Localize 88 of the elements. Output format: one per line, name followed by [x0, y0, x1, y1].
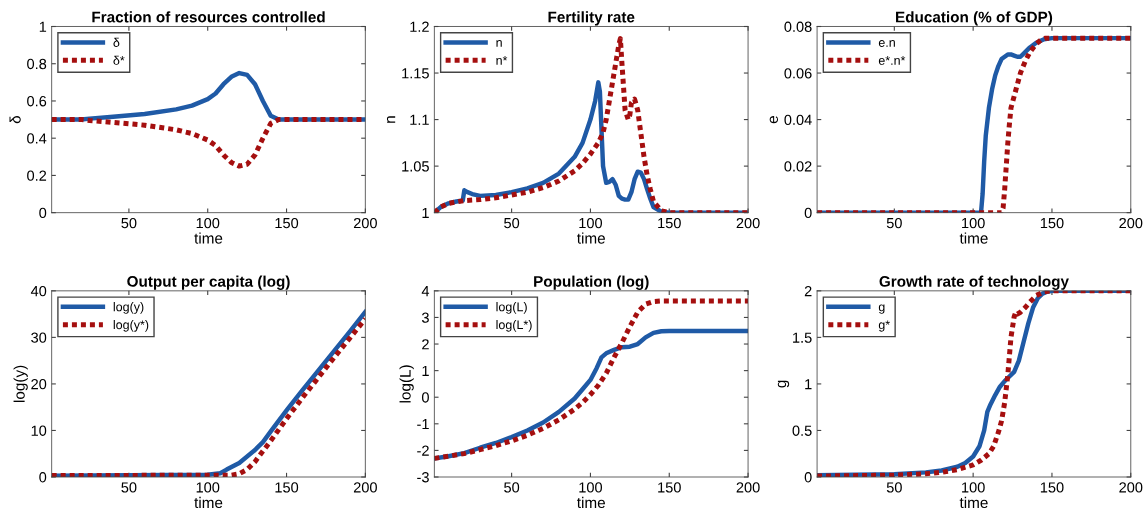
y-tick-label: 0	[804, 472, 812, 483]
legend-label: g	[878, 304, 885, 314]
y-tick-label: 0.04	[784, 114, 812, 126]
y-tick-label: 0.2	[27, 170, 47, 181]
y-tick-label: 0	[804, 207, 812, 219]
chart-title: Population (log)	[534, 275, 649, 290]
x-tick-label: 50	[504, 482, 520, 493]
y-tick-label: 0.6	[27, 96, 47, 107]
legend-label: n*	[496, 56, 508, 65]
x-tick-label: 100	[962, 482, 985, 493]
y-tick-label: 1	[422, 207, 429, 218]
y-axis-title: n	[386, 116, 396, 123]
y-axis-title: g	[777, 380, 790, 388]
x-tick-label: 100	[196, 217, 220, 229]
legend-label: log(L*)	[496, 320, 532, 332]
x-tick-label: 200	[736, 482, 760, 493]
x-tick-label: 50	[886, 217, 902, 229]
x-tick-label: 150	[658, 217, 681, 229]
x-axis-title: time	[959, 496, 988, 509]
y-tick-label: 1.2	[410, 21, 429, 32]
x-tick-label: 100	[579, 217, 603, 229]
x-tick-label: 50	[886, 482, 902, 493]
x-tick-label: 150	[1040, 482, 1064, 493]
y-tick-label: 1	[39, 21, 47, 32]
chart-title: Output per capita (log)	[127, 275, 290, 290]
x-tick-label: 200	[353, 482, 377, 493]
x-tick-label: 100	[962, 217, 985, 229]
y-tick-label: -2	[417, 445, 429, 456]
y-tick-label: 40	[30, 285, 47, 297]
y-tick-label: 4	[421, 286, 430, 297]
x-axis-title: time	[577, 496, 605, 509]
x-tick-label: 200	[736, 217, 760, 229]
x-axis-title: time	[194, 496, 223, 509]
legend-label: e.n	[878, 40, 895, 47]
x-tick-label: 150	[658, 482, 681, 493]
y-tick-label: -3	[417, 472, 429, 483]
x-tick-label: 50	[121, 217, 137, 229]
x-tick-label: 150	[275, 482, 299, 493]
x-tick-label: 50	[121, 482, 137, 493]
x-tick-label: 200	[353, 217, 377, 229]
y-tick-label: 1	[805, 379, 812, 390]
y-tick-label: 0.02	[784, 161, 812, 172]
chart-title: Fertility rate	[548, 11, 635, 26]
y-tick-label: 2	[804, 285, 812, 297]
legend-label: δ	[113, 37, 120, 47]
x-axis-title: time	[194, 232, 223, 244]
legend-label: log(y*)	[113, 320, 149, 332]
x-tick-label: 100	[196, 482, 220, 493]
x-tick-label: 150	[275, 217, 299, 229]
legend-label: log(L)	[496, 302, 527, 314]
y-axis-title: log(y)	[13, 365, 28, 402]
y-tick-label: 0	[39, 472, 47, 483]
chart-title: Growth rate of technology	[879, 275, 1069, 290]
legend-label: log(y)	[113, 302, 144, 314]
y-tick-label: 30	[31, 332, 47, 343]
y-axis-title: δ	[9, 115, 21, 124]
y-tick-label: 0.5	[792, 425, 812, 436]
x-tick-label: 200	[1119, 482, 1143, 493]
y-tick-label: 0.06	[784, 68, 812, 79]
legend-label: δ*	[113, 55, 125, 65]
y-tick-label: -1	[417, 419, 429, 430]
y-tick-label: 3	[421, 312, 429, 323]
y-axis-title: log(L)	[399, 365, 414, 403]
y-tick-label: 0.08	[784, 21, 812, 32]
x-axis-title: time	[959, 232, 988, 244]
y-tick-label: 0	[39, 207, 47, 219]
legend-label: n	[496, 40, 502, 47]
y-axis-title: e	[769, 116, 779, 124]
y-tick-label: 1.15	[402, 68, 429, 79]
y-tick-label: 1.5	[793, 332, 812, 343]
y-tick-label: 0.8	[27, 58, 47, 70]
y-tick-label: 0	[421, 392, 429, 403]
y-tick-label: 20	[31, 379, 47, 390]
chart-title: Education (% of GDP)	[896, 11, 1053, 26]
chart-title: Fraction of resources controlled	[92, 11, 325, 23]
y-tick-label: 2	[422, 339, 429, 350]
y-tick-label: 1	[422, 365, 429, 376]
y-tick-label: 0.4	[27, 133, 47, 144]
x-tick-label: 200	[1119, 217, 1143, 229]
legend-label: e*.n*	[878, 56, 906, 65]
x-tick-label: 50	[504, 217, 520, 229]
x-axis-title: time	[577, 232, 605, 244]
x-tick-label: 100	[579, 482, 603, 493]
x-tick-label: 150	[1040, 217, 1064, 229]
y-tick-label: 1.1	[410, 114, 429, 125]
y-tick-label: 1.05	[402, 161, 429, 172]
y-tick-label: 10	[31, 425, 47, 436]
legend-label: g*	[878, 320, 890, 332]
